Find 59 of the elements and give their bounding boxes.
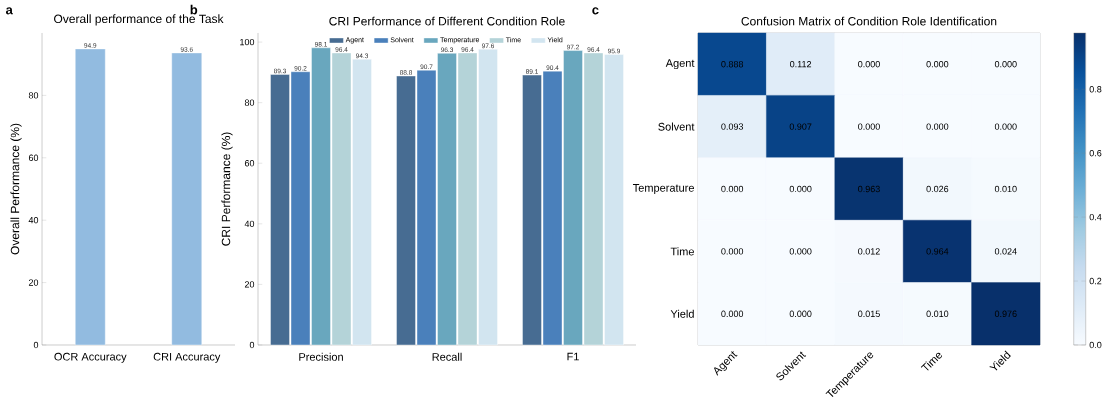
y-tick-label: Temperature <box>632 184 694 194</box>
color-bar-label: 0.0 <box>1089 341 1102 349</box>
y-tick-label: 80 <box>28 92 39 99</box>
chart-title: CRI Performance of Different Condition Role <box>329 16 565 26</box>
y-tick-label: Agent <box>665 59 695 70</box>
y-tick-label: 20 <box>28 279 39 286</box>
data-label: 0.093 <box>721 123 744 130</box>
data-label: 0.000 <box>926 61 949 68</box>
y-tick-label: Yield <box>670 309 694 318</box>
y-tick-label: Solvent <box>658 122 695 131</box>
data-label: 0.000 <box>721 310 744 317</box>
chart-title: Confusion Matrix of Condition Role Identification <box>741 16 997 26</box>
y-tick-label: 0 <box>249 341 255 349</box>
text: c <box>592 7 599 15</box>
y-tick-label: 60 <box>244 160 255 167</box>
y-tick-label: 40 <box>28 217 39 224</box>
data-label: 0.000 <box>789 248 812 255</box>
data-label: 0.000 <box>926 123 949 130</box>
data-label: 0.963 <box>858 185 880 193</box>
data-label: 0.000 <box>858 123 880 130</box>
color-bar-label: 0.2 <box>1089 277 1102 285</box>
color-bar-label: 0.6 <box>1089 150 1102 157</box>
text: a <box>5 7 13 15</box>
data-label: 0.000 <box>789 185 812 193</box>
data-label: 0.000 <box>721 185 744 193</box>
x-tick-label: CRI Accuracy <box>153 352 221 363</box>
data-label: 0.000 <box>789 310 812 317</box>
y-tick-label: Time <box>670 247 694 256</box>
data-label: 0.024 <box>994 248 1017 255</box>
y-tick-label: 100 <box>240 38 255 46</box>
y-axis-title: Overall Performance (%) <box>10 123 22 255</box>
text: b <box>190 4 198 15</box>
y-tick-label: 0 <box>33 341 39 349</box>
data-label: 0.012 <box>858 248 880 255</box>
y-tick-label: 40 <box>244 220 255 228</box>
data-label: 0.010 <box>926 310 949 317</box>
data-label: 0.976 <box>994 310 1017 317</box>
y-axis-title: CRI Performance (%) <box>221 132 233 246</box>
x-tick-label: Recall <box>432 352 462 361</box>
x-tick-label: F1 <box>567 352 579 361</box>
data-label: 0.026 <box>926 185 949 193</box>
data-label: 0.000 <box>994 61 1017 68</box>
data-label: 0.888 <box>721 61 744 68</box>
y-tick-label: 60 <box>28 154 39 161</box>
data-label: 0.015 <box>858 310 880 317</box>
y-tick-label: 80 <box>244 99 255 106</box>
x-tick-label: OCR Accuracy <box>54 352 127 363</box>
data-label: 0.000 <box>858 61 880 68</box>
data-label: 0.112 <box>790 61 812 68</box>
data-label: 0.000 <box>721 248 744 255</box>
data-label: 0.010 <box>994 185 1017 193</box>
chart-title: Overall performance of the Task <box>54 14 224 26</box>
y-tick-label: 20 <box>244 281 255 288</box>
data-label: 0.000 <box>994 123 1017 130</box>
data-label: 0.907 <box>789 123 812 130</box>
color-bar-label: 0.4 <box>1089 213 1102 221</box>
x-tick-label: Precision <box>299 352 343 361</box>
data-label: 0.964 <box>926 248 949 255</box>
color-bar-label: 0.8 <box>1089 86 1102 93</box>
